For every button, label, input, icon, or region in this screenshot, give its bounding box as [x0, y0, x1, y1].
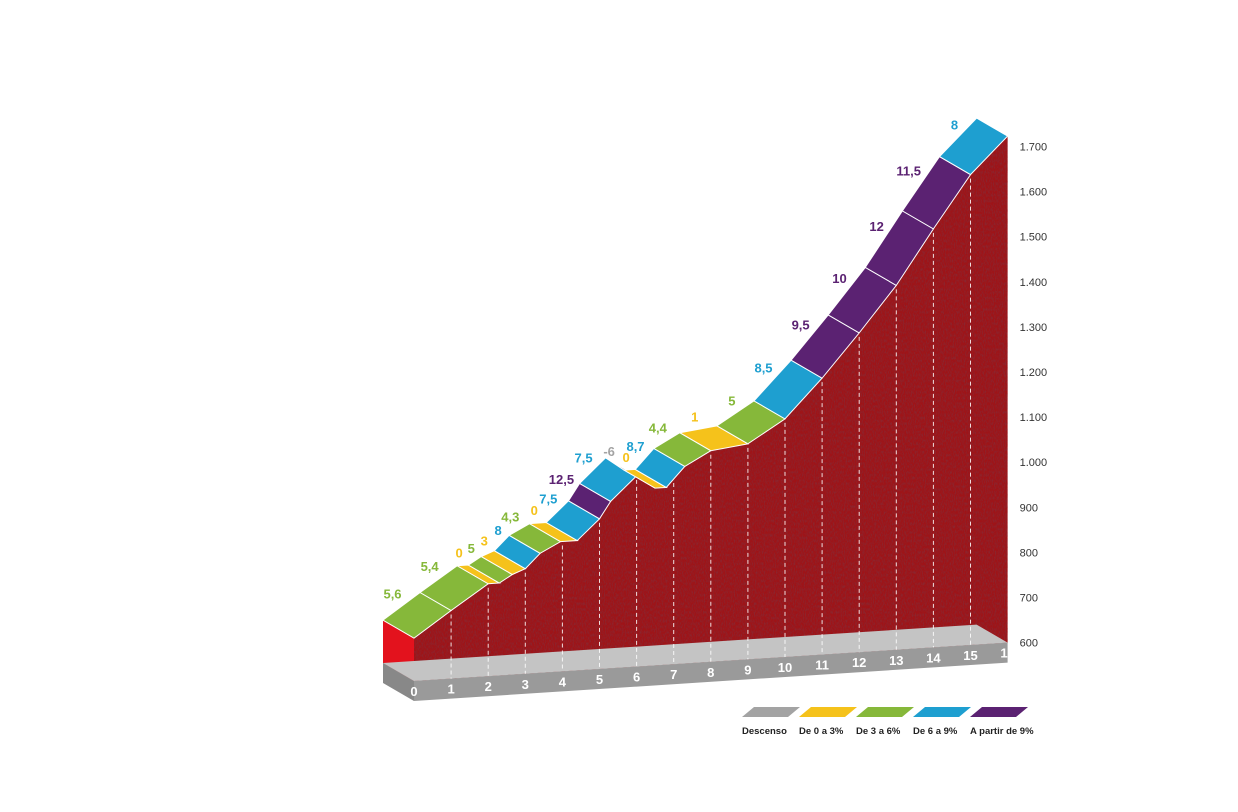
altitude-tick-label: 1.400 [1020, 277, 1048, 289]
km-tick-label: 0 [410, 684, 417, 699]
altitude-tick-label: 1.500 [1020, 232, 1048, 244]
km-tick-label: 14 [926, 650, 941, 665]
segment-gradient-label: 8,5 [754, 361, 772, 376]
terrain-texture [414, 136, 1008, 681]
altitude-tick-label: 1.000 [1020, 457, 1048, 469]
altitude-tick-label: 1.200 [1020, 367, 1048, 379]
km-tick-label: 16 [1000, 646, 1014, 661]
km-tick-label: 13 [889, 653, 903, 668]
km-tick-label: 15 [963, 648, 977, 663]
segment-gradient-label: 7,5 [575, 451, 593, 466]
distance-base [383, 624, 1008, 701]
km-tick-label: 7 [670, 667, 677, 682]
legend-swatch-g3 [856, 707, 914, 717]
km-axis: 0 1 2 3 4 5 6 7 8 9 10 11 12 13 14 15 16 [410, 646, 1014, 699]
legend-label-g3: De 3 a 6% [856, 726, 901, 737]
gradient-segment [938, 117, 1009, 176]
km-tick-label: 4 [559, 674, 567, 689]
gradient-band [382, 117, 1009, 639]
segment-gradient-label: 5 [728, 393, 735, 408]
legend-label-down: Descenso [742, 726, 787, 737]
altitude-tick-label: 800 [1020, 547, 1038, 559]
legend-label-g6: De 6 a 9% [913, 726, 958, 737]
segment-gradient-label: 5,6 [383, 586, 401, 601]
km-tick-label: 10 [778, 660, 792, 675]
segment-gradient-label: 8 [951, 117, 958, 132]
legend-swatch-g6 [913, 707, 971, 717]
km-tick-label: 1 [447, 682, 454, 697]
segment-gradient-label: 11,5 [896, 164, 921, 179]
segment-gradient-label: 0 [456, 545, 463, 560]
altitude-axis: 600 700 800 900 1.000 1.100 1.200 1.300 1.400 1.5… [1020, 142, 1048, 650]
segment-gradient-label: 8,7 [626, 439, 644, 454]
altitude-tick-label: 1.100 [1020, 412, 1048, 424]
altitude-tick-label: 1.600 [1020, 187, 1048, 199]
legend-swatch-down [742, 707, 800, 717]
legend-label-g0: De 0 a 3% [799, 726, 844, 737]
altitude-tick-label: 600 [1020, 638, 1038, 650]
base-top [383, 624, 1008, 681]
legend-swatch-g0 [799, 707, 857, 717]
segment-gradient-label: 12,5 [549, 472, 574, 487]
km-tick-label: 12 [852, 655, 866, 670]
km-tick-label: 5 [596, 672, 603, 687]
segment-gradient-label: 3 [481, 534, 488, 549]
altitude-tick-label: 1.700 [1020, 142, 1048, 154]
segment-gradient-label: 5 [468, 541, 475, 556]
legend-swatch-g9 [970, 707, 1028, 717]
segment-gradient-label: 7,5 [539, 492, 557, 507]
segment-gradient-label: 0 [531, 503, 538, 518]
segment-gradient-label: 5,4 [421, 559, 440, 574]
km-tick-label: 6 [633, 670, 640, 685]
altitude-tick-label: 900 [1020, 502, 1038, 514]
legend-label-g9: A partir de 9% [970, 726, 1034, 737]
segment-gradient-label: 12 [869, 219, 883, 234]
gradient-legend: Descenso De 0 a 3% De 3 a 6% De 6 a 9% A par… [742, 707, 1034, 737]
segment-gradient-label: 4,4 [649, 421, 668, 436]
segment-gradient-label: 1 [691, 409, 698, 424]
segment-gradient-label: 10 [832, 271, 846, 286]
altitude-tick-label: 700 [1020, 593, 1038, 605]
segment-gradient-label: 8 [494, 523, 501, 538]
km-tick-label: 8 [707, 665, 714, 680]
segment-gradient-label: 0 [622, 450, 629, 465]
segment-gradient-labels: 5,65,40 5 384,3 07,512,57,5 -6 08,74,4158,59,… [383, 117, 958, 601]
km-tick-label: 2 [485, 679, 492, 694]
km-tick-label: 11 [815, 658, 829, 673]
base-side [383, 663, 414, 701]
segment-gradient-label: 4,3 [501, 509, 519, 524]
base-front [414, 642, 1008, 701]
segment-gradient-label: -6 [603, 444, 615, 459]
km-tick-label: 3 [522, 677, 529, 692]
segment-gradient-label: 9,5 [792, 318, 810, 333]
km-gridlines [450, 178, 971, 679]
altitude-tick-label: 1.300 [1020, 322, 1048, 334]
km-tick-label: 9 [744, 662, 751, 677]
